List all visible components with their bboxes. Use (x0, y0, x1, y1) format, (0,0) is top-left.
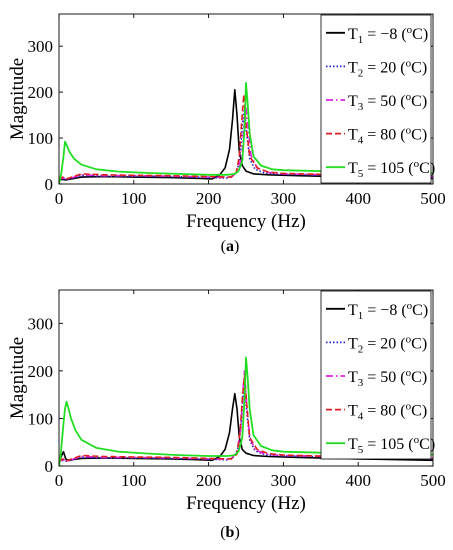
series-line-4 (59, 374, 433, 463)
x-tick-label: 100 (121, 189, 147, 208)
y-tick-label: 300 (28, 37, 54, 56)
y-axis-label: Magnitude (7, 337, 28, 419)
legend-entry-3: T3 = 50 (oC) (348, 367, 427, 389)
series-line-5 (59, 82, 433, 184)
x-tick-label: 500 (420, 189, 446, 208)
x-tick-label: 200 (196, 189, 222, 208)
series-line-3 (59, 107, 433, 181)
plot-frame (58, 13, 434, 185)
x-tick-label: 100 (121, 471, 147, 490)
y-tick-label: 0 (45, 175, 54, 194)
x-tick-label: 300 (271, 189, 297, 208)
x-tick-label: 0 (55, 471, 64, 490)
x-tick-label: 400 (345, 471, 371, 490)
y-tick-label: 300 (28, 314, 54, 333)
legend-entry-2: T2 = 20 (oC) (348, 333, 427, 355)
x-axis-label: Frequency (Hz) (186, 211, 306, 232)
legend-entry-5: T5 = 105 (oC) (348, 434, 435, 456)
series-line-1 (59, 89, 433, 182)
panel-caption: (b) (220, 524, 240, 541)
x-tick-label: 500 (420, 471, 446, 490)
legend-entry-5: T5 = 105 (oC) (348, 158, 435, 180)
series-group (59, 82, 433, 184)
x-axis-label: Frequency (Hz) (186, 493, 306, 514)
series-line-4 (59, 93, 433, 181)
x-tick-label: 200 (196, 471, 222, 490)
legend: T1 = −8 (oC) T2 = 20 (oC) T3 = 50 (oC) T4 =… (320, 290, 435, 460)
x-tick-label: 400 (345, 189, 371, 208)
y-axis-label: Magnitude (7, 58, 28, 140)
legend-box (320, 14, 432, 184)
legend-entry-2: T2 = 20 (oC) (348, 57, 427, 79)
series-line-3 (59, 370, 433, 463)
legend-entry-4: T4 = 80 (oC) (348, 125, 427, 147)
legend: T1 = −8 (oC) T2 = 20 (oC) T3 = 50 (oC) T4 =… (320, 14, 435, 184)
series-group (59, 356, 433, 466)
legend-entry-1: T1 = −8 (oC) (348, 24, 428, 46)
y-tick-label: 100 (28, 409, 54, 428)
panel-b: 0 100 200 300 400 500 0 100 200 300 Frequency (Hz)… (7, 289, 446, 541)
x-tick-label: 0 (55, 189, 64, 208)
legend-entry-4: T4 = 80 (oC) (348, 401, 427, 423)
y-tick-label: 0 (45, 457, 54, 476)
y-tick-label: 100 (28, 129, 54, 148)
legend-entry-3: T3 = 50 (oC) (348, 91, 427, 113)
panel-caption: (a) (221, 238, 240, 255)
legend-entry-1: T1 = −8 (oC) (348, 300, 428, 322)
y-tick-label: 200 (28, 83, 54, 102)
panel-a: 0 100 200 300 400 500 0 100 200 300 Frequency (Hz)… (7, 13, 446, 255)
x-tick-label: 300 (271, 471, 297, 490)
y-tick-label: 200 (28, 362, 54, 381)
plot-frame (58, 289, 434, 467)
legend-box (320, 290, 432, 460)
series-line-5 (59, 356, 433, 466)
